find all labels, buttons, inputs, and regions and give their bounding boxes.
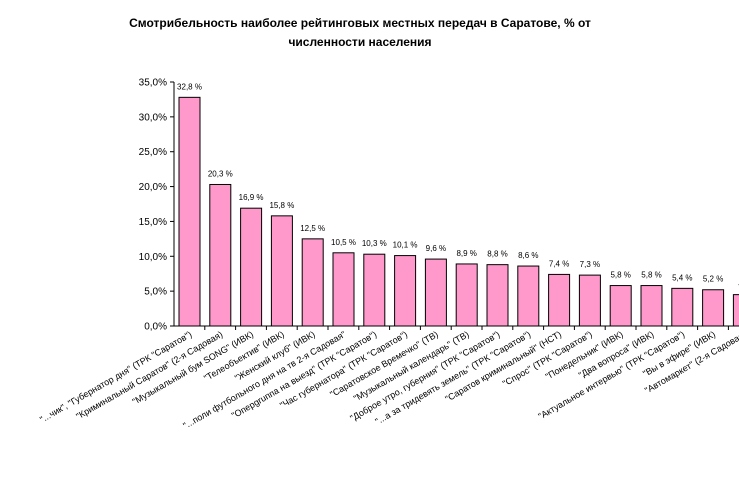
data-label: 12,5 % — [300, 224, 325, 233]
data-label: 10,5 % — [331, 238, 356, 247]
bar — [732, 294, 739, 327]
chart-data-labels: 32,8 % 20,3 % 16,9 % 15,8 % 12,5 % 10,5 % 10,3… — [177, 82, 739, 288]
bar — [209, 183, 232, 327]
data-label: 8,8 % — [487, 250, 507, 259]
y-tick-label: 5,0% — [144, 287, 167, 298]
chart-title: Смотрибельность наиболее рейтинговых мес… — [90, 14, 630, 52]
y-tick-label: 0,0% — [144, 322, 167, 333]
y-tick-label: 20,0% — [139, 182, 167, 193]
data-label: 32,8 % — [177, 82, 202, 91]
bar — [640, 285, 663, 327]
chart-title-line-1: Смотрибельность наиболее рейтинговых мес… — [129, 16, 591, 30]
chart-category-labels: "...чик", "Губернатор дня" (ТРК "Саратов… — [38, 329, 739, 431]
data-label: 10,1 % — [393, 241, 418, 250]
y-tick-label: 15,0% — [139, 217, 167, 228]
y-tick-label: 10,0% — [139, 252, 167, 263]
bar — [394, 255, 417, 327]
bar — [332, 252, 355, 327]
bar — [609, 285, 632, 327]
y-tick-label: 25,0% — [139, 147, 167, 158]
bar — [424, 258, 447, 327]
data-label: 5,8 % — [610, 271, 630, 280]
data-label: 10,3 % — [362, 239, 387, 248]
bar — [671, 287, 694, 327]
data-label: 15,8 % — [269, 201, 294, 210]
bar — [270, 215, 293, 327]
bar — [178, 96, 201, 327]
chart-title-line-2: численности населения — [288, 35, 432, 49]
bar — [240, 207, 263, 327]
data-label: 8,9 % — [456, 249, 476, 258]
data-label: 5,4 % — [672, 273, 692, 282]
data-label: 7,4 % — [549, 259, 569, 268]
data-label: 7,3 % — [580, 260, 600, 269]
bar — [363, 253, 386, 327]
bar — [702, 289, 725, 327]
bar — [301, 238, 324, 327]
bar — [455, 263, 478, 327]
chart-bars — [178, 96, 739, 327]
data-label: 20,3 % — [208, 169, 233, 178]
data-label: 5,8 % — [641, 271, 661, 280]
bar — [548, 273, 571, 327]
bar — [517, 265, 540, 327]
data-label: 9,6 % — [426, 244, 446, 253]
data-label: 5,2 % — [703, 275, 723, 284]
bar — [578, 274, 601, 327]
y-tick-label: 35,0% — [139, 78, 167, 89]
y-tick-label: 30,0% — [139, 112, 167, 123]
data-label: 8,6 % — [518, 251, 538, 260]
data-label: 16,9 % — [239, 193, 264, 202]
bar — [486, 264, 509, 327]
